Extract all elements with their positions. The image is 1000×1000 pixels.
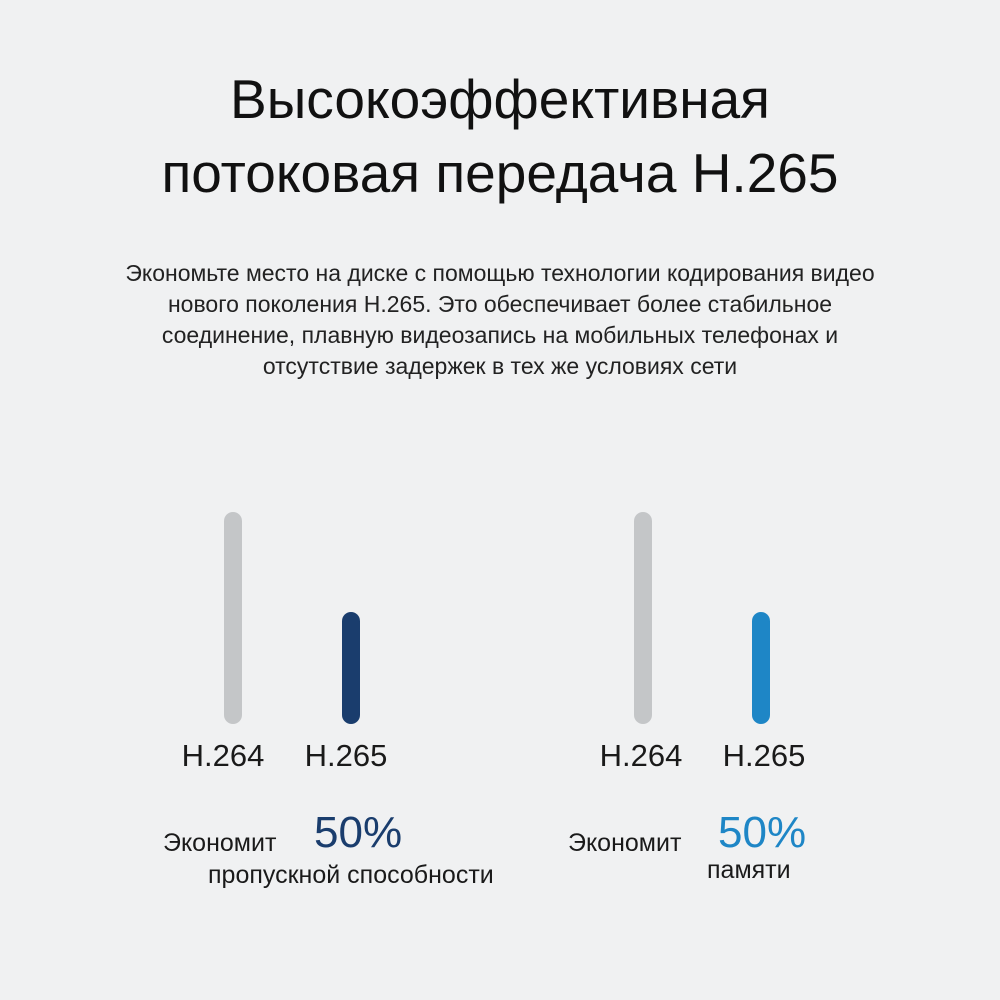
description-line-4: отсутствие задержек в тех же условиях се… <box>262 353 738 379</box>
bar-h264-storage <box>634 512 652 724</box>
savings-prefix: Экономит <box>163 829 277 857</box>
savings-percent: 50% <box>314 808 403 857</box>
title-line-2: потоковая передача H.265 <box>161 142 839 204</box>
bar-h265-storage <box>752 612 770 724</box>
title-line-1: Высокоэффективная <box>230 68 770 130</box>
savings-percent: 50% <box>718 808 807 857</box>
description: Экономьте место на диске с помощью техно… <box>60 258 940 382</box>
category-label-h265: H.265 <box>722 738 806 773</box>
savings-prefix: Экономит <box>568 829 682 857</box>
bar-h265-bandwidth <box>342 612 360 724</box>
savings-suffix: пропускной способности <box>208 861 494 889</box>
description-line-1: Экономьте место на диске с помощью техно… <box>125 260 875 286</box>
savings-suffix: памяти <box>707 856 791 884</box>
category-label-h265: H.265 <box>304 738 388 773</box>
description-line-2: нового поколения H.265. Это обеспечивает… <box>167 291 833 317</box>
bar-h264-bandwidth <box>224 512 242 724</box>
category-label-h264: H.264 <box>181 738 265 773</box>
description-line-3: соединение, плавную видеозапись на мобил… <box>161 322 839 348</box>
category-label-h264: H.264 <box>599 738 683 773</box>
page-title: Высокоэффективная потоковая передача H.2… <box>0 62 1000 210</box>
